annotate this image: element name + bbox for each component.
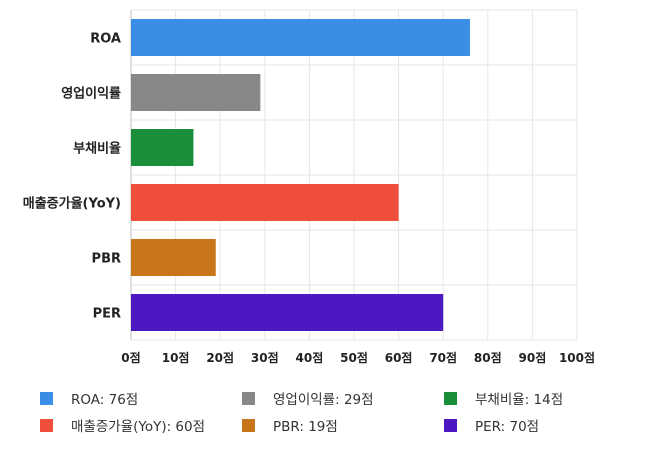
- gridlines: [130, 9, 578, 341]
- x-tick-label: 100점: [559, 350, 595, 365]
- x-tick-label: 10점: [162, 350, 190, 365]
- x-tick-label: 20점: [206, 350, 234, 365]
- x-tick-labels: 0점 10점 20점 30점 40점 50점 60점 70점 80점 90점 100점: [121, 350, 595, 365]
- x-tick-label: 50점: [340, 350, 368, 365]
- x-tick-label: 0점: [121, 350, 140, 365]
- legend-swatch: [242, 418, 255, 432]
- category-label: 매출증가율(YoY): [23, 196, 121, 212]
- bar[interactable]: [131, 184, 399, 221]
- legend-swatch: [242, 391, 255, 405]
- legend-item-sales-growth[interactable]: 매출증가율(YoY): 60점: [40, 415, 242, 435]
- category-label: 부채비율: [73, 141, 121, 157]
- bar[interactable]: [131, 294, 444, 331]
- legend-item-roa[interactable]: ROA: 76점: [40, 388, 242, 408]
- x-tick-label: 30점: [251, 350, 279, 365]
- bar[interactable]: [131, 129, 194, 166]
- legend-item-operating-margin[interactable]: 영업이익률: 29점: [242, 388, 444, 408]
- x-tick-label: 60점: [385, 350, 413, 365]
- x-tick-label: 70점: [429, 350, 457, 365]
- legend-label: 부채비율: 14점: [475, 392, 564, 408]
- bar[interactable]: [131, 19, 470, 56]
- x-tick-label: 80점: [474, 350, 502, 365]
- legend-swatch: [444, 391, 457, 405]
- legend-label: 매출증가율(YoY): 60점: [71, 419, 206, 435]
- legend-item-pbr[interactable]: PBR: 19점: [242, 415, 444, 435]
- category-label: PBR: [92, 252, 121, 267]
- bar[interactable]: [131, 239, 216, 276]
- legend-label: PBR: 19점: [273, 419, 338, 435]
- legend-label: ROA: 76점: [71, 392, 139, 408]
- legend-label: PER: 70점: [475, 419, 540, 435]
- legend-label: 영업이익률: 29점: [273, 392, 374, 408]
- bars: [131, 19, 470, 331]
- legend-swatch: [444, 418, 457, 432]
- category-label: 영업이익률: [61, 86, 121, 102]
- x-tick-label: 90점: [519, 350, 547, 365]
- legend: ROA: 76점 영업이익률: 29점 부채비율: 14점 매출증가율(YoY)…: [40, 388, 640, 435]
- legend-swatch: [40, 418, 53, 432]
- legend-item-per[interactable]: PER: 70점: [444, 415, 640, 435]
- bar[interactable]: [131, 74, 261, 111]
- category-label: PER: [93, 307, 121, 322]
- category-label: ROA: [90, 32, 121, 47]
- x-tick-label: 40점: [296, 350, 324, 365]
- legend-item-debt-ratio[interactable]: 부채비율: 14점: [444, 388, 640, 408]
- legend-swatch: [40, 391, 53, 405]
